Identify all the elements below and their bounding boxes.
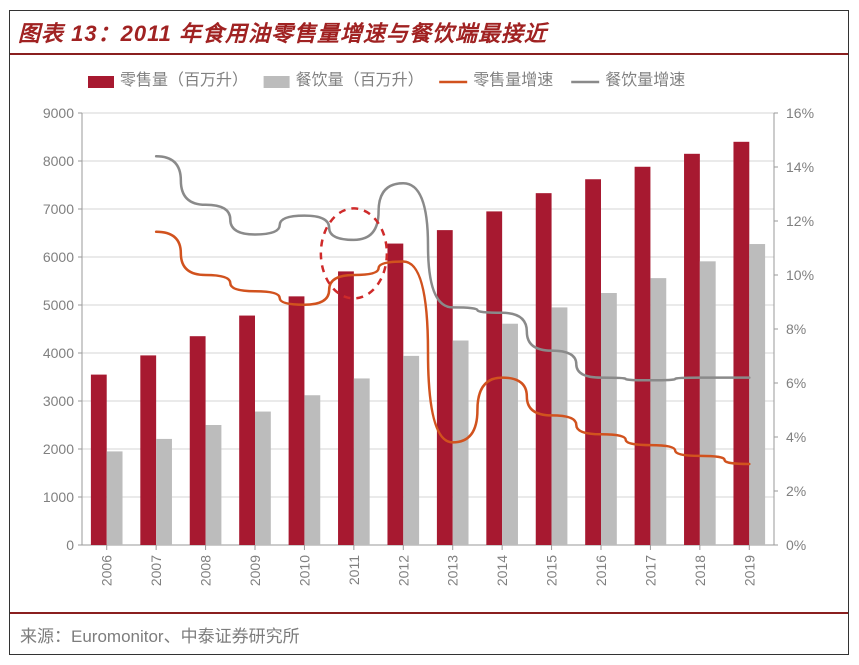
bar [585, 179, 601, 545]
bar [255, 412, 271, 545]
y-right-tick: 16% [786, 105, 814, 121]
bar [733, 142, 749, 545]
bar [190, 336, 206, 545]
bar [289, 296, 305, 545]
bar [700, 261, 716, 545]
y-right-tick: 14% [786, 159, 814, 175]
bar [437, 230, 453, 545]
x-tick-label: 2010 [296, 555, 312, 586]
y-right-tick: 10% [786, 267, 814, 283]
y-right-tick: 12% [786, 213, 814, 229]
bar [140, 355, 156, 545]
x-tick-label: 2009 [247, 555, 263, 586]
bar [156, 439, 172, 545]
bar [354, 378, 370, 545]
x-tick-label: 2016 [593, 555, 609, 586]
x-tick-label: 2007 [148, 555, 164, 586]
legend-label: 零售量增速 [473, 71, 553, 89]
bar [749, 244, 765, 545]
y-left-tick: 4000 [43, 345, 74, 361]
bar [601, 293, 617, 545]
bar [536, 193, 552, 545]
y-left-tick: 3000 [43, 393, 74, 409]
y-left-tick: 5000 [43, 297, 74, 313]
bar [239, 316, 255, 545]
x-tick-label: 2017 [642, 555, 658, 586]
x-tick-label: 2019 [741, 555, 757, 586]
bar [91, 375, 107, 545]
figure-title: 图表 13：2011 年食用油零售量增速与餐饮端最接近 [18, 16, 547, 48]
bar [635, 167, 651, 545]
bar [387, 244, 403, 545]
y-left-tick: 2000 [43, 441, 74, 457]
chart-area: 零售量（百万升） 餐饮量（百万升） 零售量增速 餐饮量增速 0 1000 2000 3000 4… [28, 67, 830, 607]
bar [684, 154, 700, 545]
bar [403, 356, 419, 545]
title-body: 2011 年食用油零售量增速与餐饮端最接近 [121, 21, 547, 46]
x-tick-label: 2015 [544, 555, 560, 586]
x-tick-label: 2018 [692, 555, 708, 586]
title-row: 图表 13：2011 年食用油零售量增速与餐饮端最接近 [10, 11, 848, 55]
x-tick-label: 2013 [445, 555, 461, 586]
title-prefix: 图表 13： [18, 21, 121, 46]
bar [650, 278, 666, 545]
chart-svg: 零售量（百万升） 餐饮量（百万升） 零售量增速 餐饮量增速 0 1000 2000 3000 4… [28, 67, 830, 607]
x-tick-label: 2008 [198, 555, 214, 586]
figure-frame: 图表 13：2011 年食用油零售量增速与餐饮端最接近 零售量（百万升） 餐饮量（… [9, 10, 849, 655]
y-left-tick: 1000 [43, 489, 74, 505]
legend: 零售量（百万升） 餐饮量（百万升） 零售量增速 餐饮量增速 [88, 71, 685, 89]
legend-swatch [88, 76, 114, 88]
bar [502, 324, 518, 545]
y-right-tick: 2% [786, 483, 806, 499]
y-left-tick: 6000 [43, 249, 74, 265]
source-text: 来源：Euromonitor、中泰证券研究所 [20, 622, 300, 647]
bar [304, 395, 320, 545]
y-right-tick: 4% [786, 429, 806, 445]
y-left-tick: 8000 [43, 153, 74, 169]
y-right-tick: 6% [786, 375, 806, 391]
x-tick-label: 2014 [494, 555, 510, 586]
y-left-tick: 9000 [43, 105, 74, 121]
source-row: 来源：Euromonitor、中泰证券研究所 [10, 612, 848, 654]
legend-swatch [264, 76, 290, 88]
y-right-tick: 8% [786, 321, 806, 337]
bar [107, 451, 123, 545]
bar [338, 271, 354, 545]
x-tick-label: 2012 [395, 555, 411, 586]
legend-label: 餐饮量增速 [605, 71, 685, 89]
x-tick-label: 2006 [99, 555, 115, 586]
y-right-tick: 0% [786, 537, 806, 553]
y-left-tick: 0 [66, 537, 74, 553]
bar [552, 307, 568, 545]
bar [206, 425, 222, 545]
legend-label: 零售量（百万升） [120, 71, 248, 89]
x-tick-label: 2011 [346, 555, 362, 585]
legend-label: 餐饮量（百万升） [296, 71, 424, 89]
y-left-tick: 7000 [43, 201, 74, 217]
